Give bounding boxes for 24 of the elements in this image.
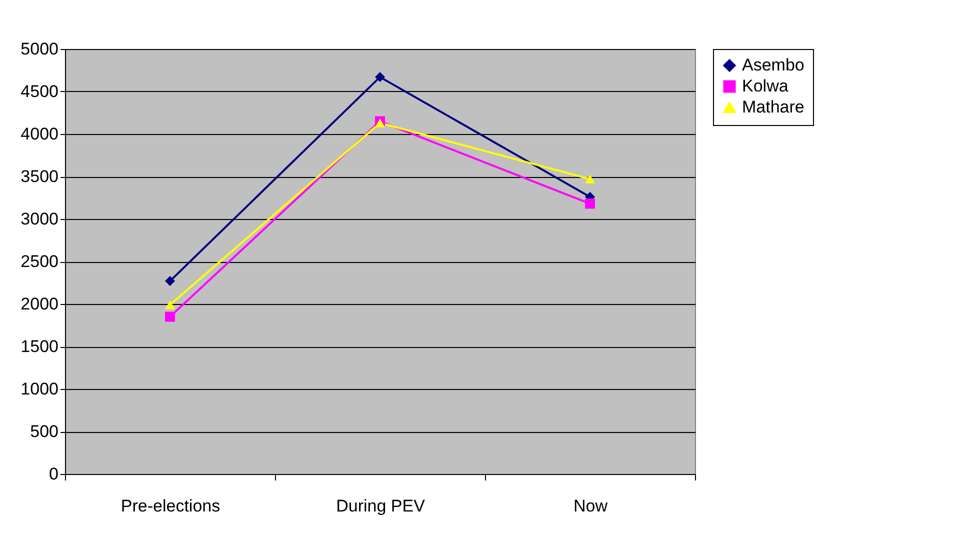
y-tick-label: 4000 (20, 124, 58, 144)
y-tick-label: 3500 (20, 167, 58, 186)
point (585, 198, 595, 209)
y-tick-label: 3000 (20, 210, 58, 228)
point (165, 300, 175, 310)
x-tick-label: During PEV (336, 496, 426, 516)
legend-label: Mathare (742, 98, 804, 116)
point (375, 72, 385, 82)
x-tick-label: Pre-elections (120, 496, 220, 516)
point (585, 174, 595, 184)
y-tick-label: 1000 (20, 380, 58, 398)
legend-label: Asembo (742, 56, 804, 74)
y-tick-label: 0 (49, 464, 58, 484)
y-tick-label: 4500 (20, 82, 58, 101)
y-tick-label: 2000 (20, 294, 58, 314)
x-tick-label: Now (573, 496, 608, 516)
point (165, 276, 175, 286)
y-tick-label: 5000 (20, 40, 58, 58)
legend-label: Kolwa (742, 76, 789, 96)
y-tick-label: 1500 (20, 337, 58, 356)
y-tick-label: 500 (30, 422, 58, 441)
point (375, 118, 385, 128)
y-tick-label: 2500 (20, 252, 58, 271)
point (165, 312, 175, 322)
